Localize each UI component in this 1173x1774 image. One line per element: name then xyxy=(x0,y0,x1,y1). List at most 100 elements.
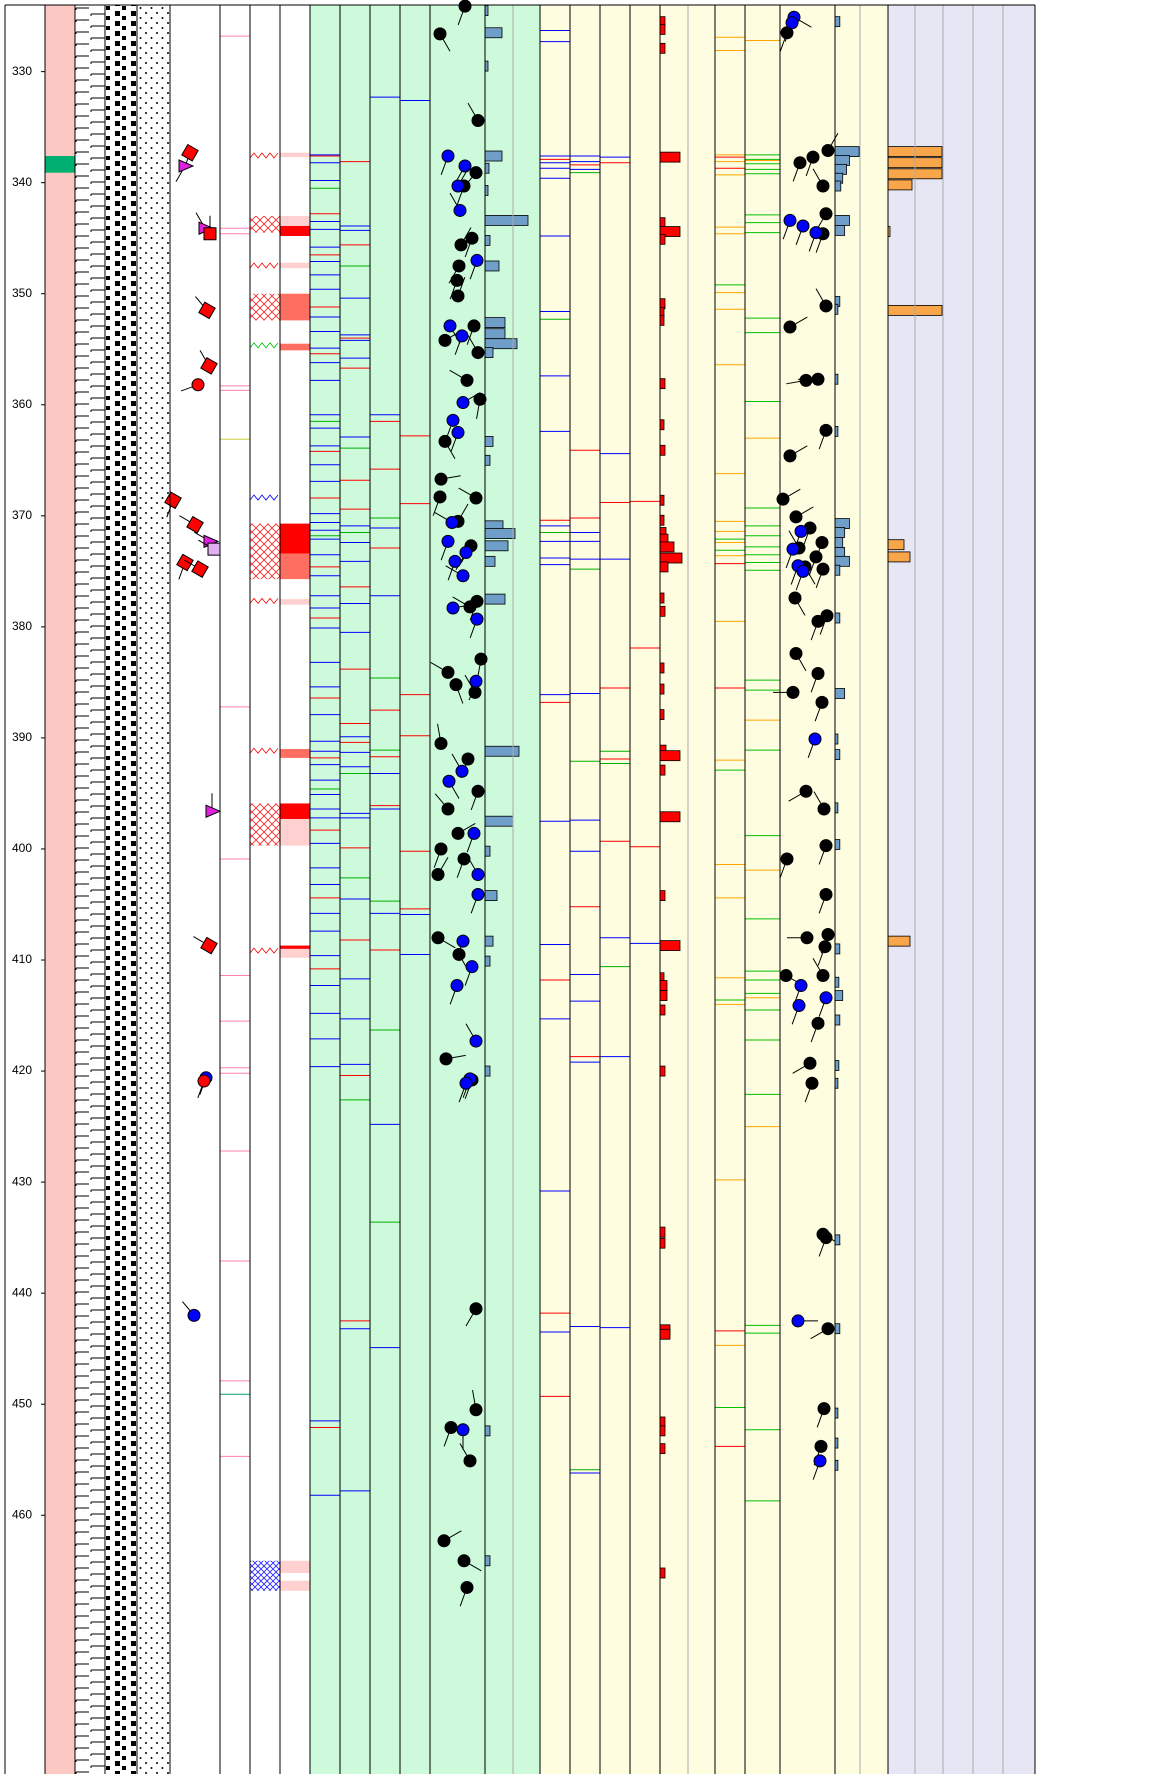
symbol xyxy=(205,804,222,818)
bar xyxy=(659,314,665,326)
track-background xyxy=(45,5,75,1774)
bar xyxy=(887,539,905,551)
tadpole xyxy=(783,449,797,463)
tadpole xyxy=(819,423,833,437)
tadpole xyxy=(456,396,470,410)
bar xyxy=(834,749,841,760)
tadpole xyxy=(819,1231,833,1245)
interval xyxy=(45,156,75,173)
tadpole xyxy=(471,346,485,360)
tadpole xyxy=(469,674,483,688)
y-tick-label: 370 xyxy=(12,508,32,522)
y-tick-label: 330 xyxy=(12,64,32,78)
bar xyxy=(887,179,913,191)
bar xyxy=(484,745,520,757)
bar xyxy=(484,815,514,827)
hatch-interval xyxy=(250,293,280,321)
bar xyxy=(484,845,491,857)
track-background xyxy=(570,5,600,1774)
tadpole xyxy=(456,1423,470,1437)
tadpole xyxy=(808,732,822,746)
zigzag-mark xyxy=(249,947,279,954)
bar xyxy=(834,990,844,1001)
bar xyxy=(659,378,666,390)
bar xyxy=(659,662,665,674)
bar xyxy=(659,1567,666,1579)
tadpole xyxy=(816,969,830,983)
track-background xyxy=(888,5,1035,1774)
bar xyxy=(484,454,491,466)
tadpole xyxy=(450,979,464,993)
interval xyxy=(280,945,310,949)
bar xyxy=(659,444,666,456)
tadpole xyxy=(794,979,808,993)
bar xyxy=(834,839,841,850)
tadpole xyxy=(471,113,485,127)
bar xyxy=(659,24,666,35)
tadpole xyxy=(451,826,465,840)
bar xyxy=(834,1323,841,1335)
tadpole xyxy=(459,1076,473,1090)
interval xyxy=(280,225,310,236)
tadpole xyxy=(470,612,484,626)
bar xyxy=(484,955,491,967)
bar xyxy=(659,514,665,526)
tadpole xyxy=(451,179,465,193)
bar xyxy=(659,709,665,720)
tadpole xyxy=(811,667,825,681)
tadpole xyxy=(469,1302,483,1316)
bar xyxy=(484,317,506,328)
interval xyxy=(280,523,310,554)
tadpole xyxy=(819,207,833,221)
tadpole xyxy=(813,1454,827,1468)
bar xyxy=(659,890,666,902)
hatch-interval xyxy=(250,803,280,846)
tadpole xyxy=(431,931,445,945)
tadpole xyxy=(444,1421,458,1435)
y-tick-label: 350 xyxy=(12,286,32,300)
track-background xyxy=(600,5,630,1774)
zigzag-mark xyxy=(249,494,279,501)
bar xyxy=(484,260,500,272)
tadpole xyxy=(441,534,455,548)
track-frame: 330 340 350 360 370 380 390 400 410 420 430 440 450 4… xyxy=(4,4,1036,1774)
track-background xyxy=(310,5,340,1774)
tadpole xyxy=(471,887,485,901)
track-background xyxy=(835,5,888,1774)
bar xyxy=(834,537,844,548)
bar xyxy=(834,976,840,988)
track-background xyxy=(715,5,745,1774)
tadpole xyxy=(805,1076,819,1090)
bar xyxy=(484,215,529,226)
tadpole xyxy=(469,166,483,180)
y-tick-label: 450 xyxy=(12,1396,32,1410)
tadpole xyxy=(467,319,481,333)
tadpole xyxy=(794,524,808,538)
interval xyxy=(280,215,310,226)
tadpole xyxy=(796,219,810,233)
bar xyxy=(484,1065,491,1077)
bar xyxy=(659,561,669,573)
bar xyxy=(834,612,841,624)
bar xyxy=(659,592,665,604)
tadpole xyxy=(454,238,468,252)
tadpole xyxy=(803,1056,817,1070)
tadpole xyxy=(433,27,447,41)
tadpole xyxy=(441,802,455,816)
tadpole xyxy=(456,934,470,948)
tadpole xyxy=(445,515,459,529)
bar xyxy=(887,935,911,947)
track-background xyxy=(370,5,400,1774)
tadpole xyxy=(431,868,445,882)
zigzag-mark xyxy=(249,152,279,159)
bar xyxy=(484,27,503,39)
bar xyxy=(659,233,666,245)
bar xyxy=(834,1060,840,1071)
y-tick-label: 420 xyxy=(12,1063,32,1077)
tadpole xyxy=(819,991,833,1005)
track-background xyxy=(745,5,780,1774)
tadpole xyxy=(449,678,463,692)
tadpole xyxy=(458,0,472,13)
tadpole xyxy=(453,203,467,217)
